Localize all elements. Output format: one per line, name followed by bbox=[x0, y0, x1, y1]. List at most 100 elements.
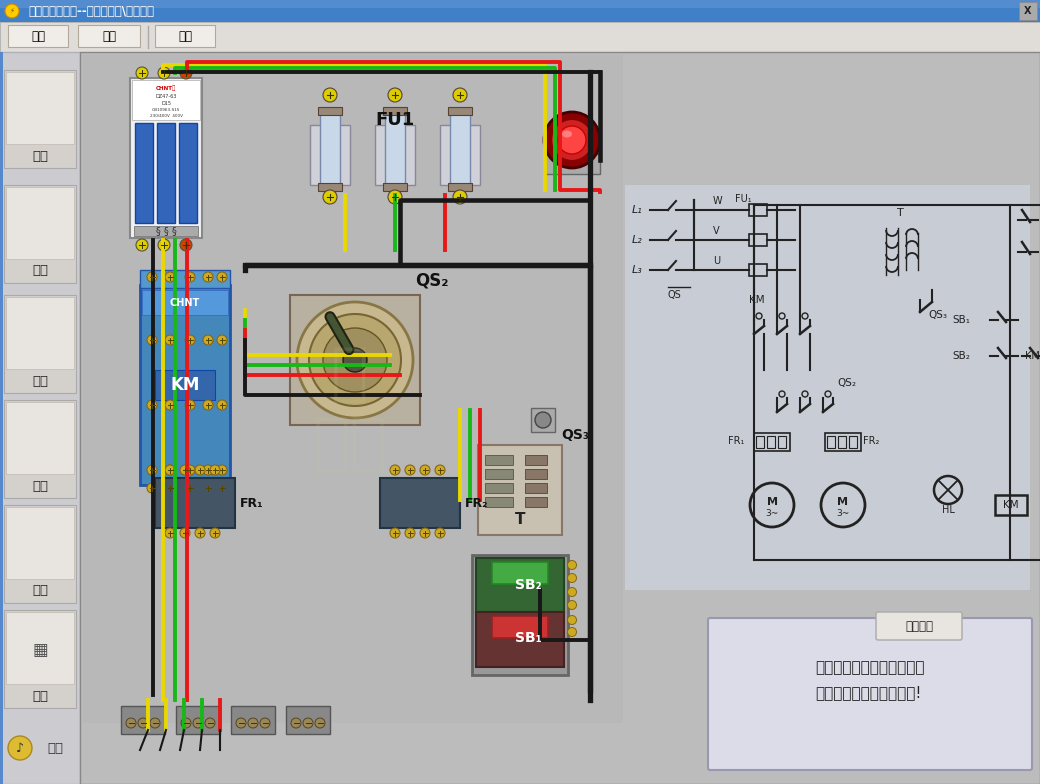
FancyBboxPatch shape bbox=[876, 612, 962, 640]
Text: 排故: 排故 bbox=[32, 689, 48, 702]
Bar bbox=[383, 107, 407, 115]
Circle shape bbox=[181, 718, 191, 728]
Circle shape bbox=[147, 272, 157, 282]
Text: 帮助: 帮助 bbox=[178, 30, 192, 42]
Text: 器材: 器材 bbox=[32, 150, 48, 162]
Circle shape bbox=[453, 88, 467, 102]
Circle shape bbox=[217, 272, 227, 282]
Circle shape bbox=[236, 718, 246, 728]
Bar bbox=[440, 125, 480, 185]
Circle shape bbox=[315, 718, 324, 728]
Text: M: M bbox=[766, 497, 778, 507]
Bar bbox=[476, 612, 564, 667]
Text: X: X bbox=[1024, 6, 1032, 16]
Text: 操作提示: 操作提示 bbox=[905, 619, 933, 633]
Circle shape bbox=[388, 88, 402, 102]
FancyBboxPatch shape bbox=[708, 618, 1032, 770]
Text: KM: KM bbox=[1025, 351, 1040, 361]
Text: ▦: ▦ bbox=[32, 641, 48, 659]
Bar bbox=[383, 183, 407, 191]
Circle shape bbox=[150, 718, 160, 728]
Bar bbox=[179, 123, 197, 223]
Text: L₂: L₂ bbox=[631, 235, 642, 245]
Circle shape bbox=[158, 67, 170, 79]
Bar bbox=[4, 185, 76, 283]
Bar bbox=[6, 72, 74, 144]
Circle shape bbox=[405, 465, 415, 475]
Bar bbox=[6, 297, 74, 369]
Text: FU₁: FU₁ bbox=[735, 194, 752, 204]
Text: U: U bbox=[713, 256, 720, 266]
Text: HL: HL bbox=[941, 505, 955, 515]
Bar bbox=[134, 226, 198, 236]
Circle shape bbox=[185, 272, 196, 282]
Text: 230/400V  400V: 230/400V 400V bbox=[150, 114, 182, 118]
Circle shape bbox=[544, 112, 600, 168]
Circle shape bbox=[185, 483, 196, 493]
Text: 布局: 布局 bbox=[32, 480, 48, 492]
Bar bbox=[778, 436, 786, 448]
Bar bbox=[318, 183, 342, 191]
Text: DZ47-63: DZ47-63 bbox=[155, 93, 177, 99]
Bar bbox=[6, 507, 74, 579]
Circle shape bbox=[420, 528, 430, 538]
Text: KM: KM bbox=[1004, 500, 1019, 510]
Circle shape bbox=[203, 400, 213, 410]
Circle shape bbox=[405, 528, 415, 538]
Bar bbox=[4, 610, 76, 708]
Circle shape bbox=[535, 412, 551, 428]
Bar bbox=[320, 110, 340, 190]
Circle shape bbox=[217, 465, 227, 475]
Circle shape bbox=[203, 272, 213, 282]
Text: 创
学堂: 创 学堂 bbox=[312, 345, 388, 474]
Bar bbox=[472, 555, 568, 675]
Bar bbox=[157, 123, 175, 223]
Circle shape bbox=[390, 465, 400, 475]
Circle shape bbox=[147, 483, 157, 493]
Text: 将鼠标放到原理图中器件符
号上查看器件名称和作用!: 将鼠标放到原理图中器件符 号上查看器件名称和作用! bbox=[815, 660, 925, 700]
Bar bbox=[544, 154, 600, 174]
Bar bbox=[485, 483, 513, 493]
Bar bbox=[0, 0, 1040, 22]
Circle shape bbox=[568, 615, 576, 625]
Bar bbox=[140, 285, 230, 485]
Bar bbox=[4, 70, 76, 168]
Bar bbox=[749, 234, 768, 246]
Bar bbox=[448, 107, 472, 115]
Bar bbox=[525, 469, 547, 479]
Circle shape bbox=[203, 465, 213, 475]
Circle shape bbox=[568, 574, 576, 583]
Circle shape bbox=[568, 561, 576, 569]
Circle shape bbox=[291, 718, 301, 728]
Circle shape bbox=[420, 465, 430, 475]
Bar bbox=[310, 125, 350, 185]
Circle shape bbox=[390, 528, 400, 538]
Bar bbox=[0, 52, 3, 784]
Bar bbox=[531, 408, 555, 432]
Circle shape bbox=[435, 528, 445, 538]
Circle shape bbox=[388, 190, 402, 204]
Bar bbox=[492, 562, 548, 584]
Circle shape bbox=[165, 400, 175, 410]
Circle shape bbox=[185, 465, 196, 475]
Text: L₁: L₁ bbox=[631, 205, 642, 215]
Circle shape bbox=[147, 465, 157, 475]
Text: T: T bbox=[896, 208, 904, 218]
Bar bbox=[140, 270, 230, 288]
Bar bbox=[827, 436, 835, 448]
Circle shape bbox=[453, 190, 467, 204]
Text: KM: KM bbox=[749, 295, 764, 305]
Circle shape bbox=[8, 736, 32, 760]
Text: § § §: § § § bbox=[156, 226, 177, 236]
Circle shape bbox=[551, 119, 593, 161]
Circle shape bbox=[323, 190, 337, 204]
Text: 运行: 运行 bbox=[32, 585, 48, 597]
Bar bbox=[6, 402, 74, 474]
Circle shape bbox=[435, 465, 445, 475]
Text: FR₁: FR₁ bbox=[240, 496, 263, 510]
Bar bbox=[375, 125, 415, 185]
Bar bbox=[525, 497, 547, 507]
Ellipse shape bbox=[562, 130, 572, 137]
Bar bbox=[749, 264, 768, 276]
Bar bbox=[485, 455, 513, 465]
